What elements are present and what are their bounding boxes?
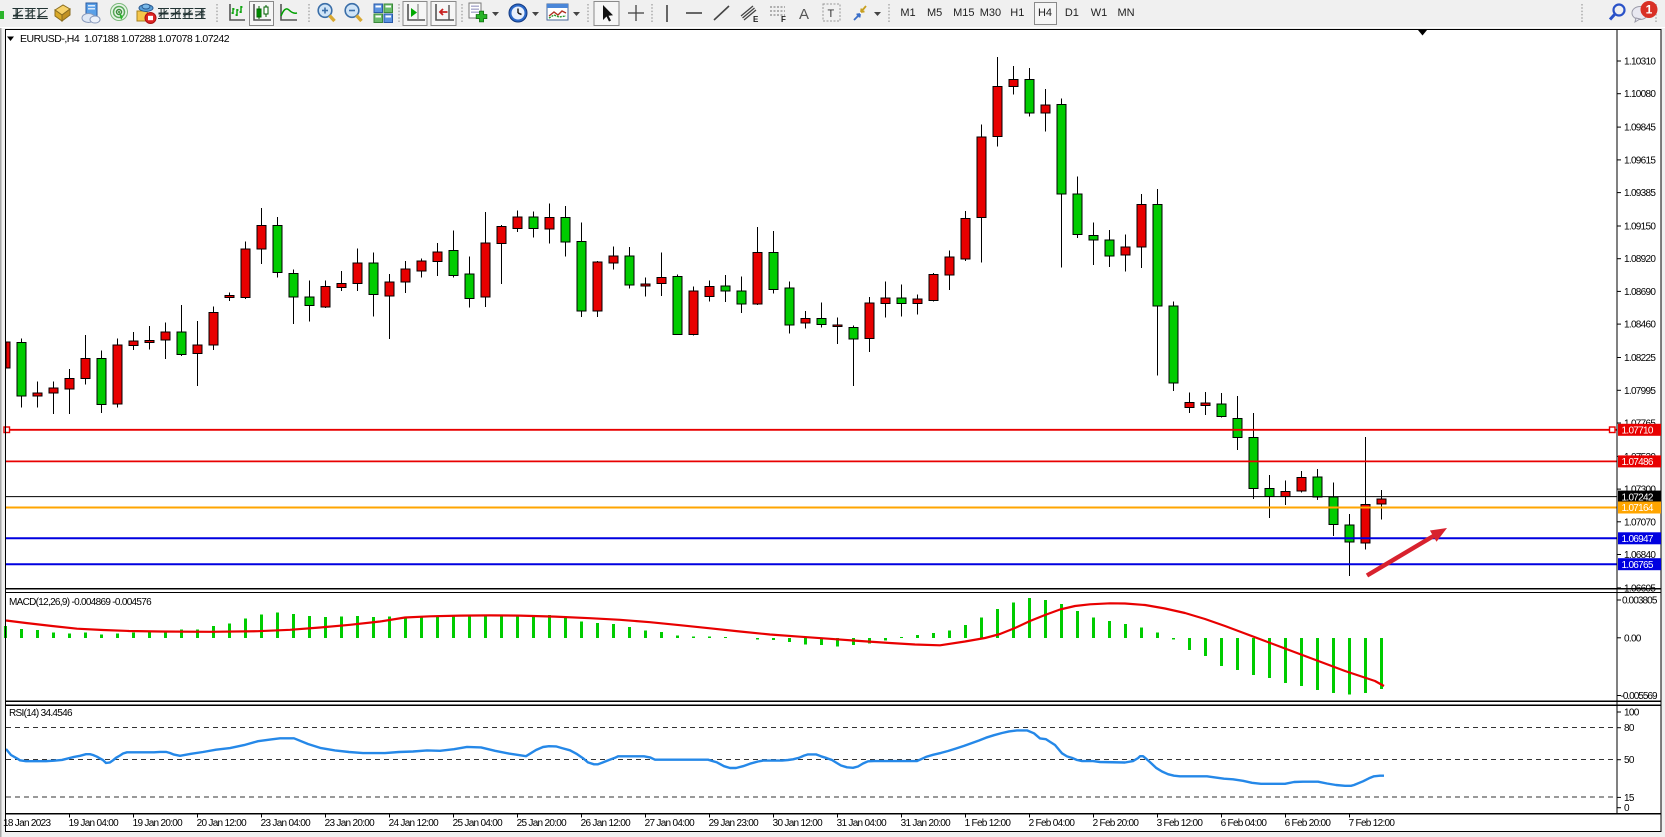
svg-text:20 Jan 12:00: 20 Jan 12:00 [197, 818, 248, 829]
svg-text:EURUSD-,H4 1.07188 1.07288 1.: EURUSD-,H4 1.07188 1.07288 1.07078 1.072… [20, 33, 230, 45]
svg-text:30 Jan 12:00: 30 Jan 12:00 [773, 818, 824, 829]
svg-text:1.08225: 1.08225 [1624, 353, 1656, 364]
svg-text:6 Feb 20:00: 6 Feb 20:00 [1285, 818, 1332, 829]
svg-text:25 Jan 20:00: 25 Jan 20:00 [517, 818, 568, 829]
svg-text:15: 15 [1624, 793, 1635, 804]
svg-text:1 Feb 12:00: 1 Feb 12:00 [965, 818, 1012, 829]
svg-text:1.08460: 1.08460 [1624, 320, 1656, 331]
svg-text:23 Jan 04:00: 23 Jan 04:00 [261, 818, 312, 829]
svg-text:1.08690: 1.08690 [1624, 287, 1656, 298]
svg-text:2 Feb 20:00: 2 Feb 20:00 [1093, 818, 1140, 829]
svg-text:18 Jan 2023: 18 Jan 2023 [3, 818, 51, 829]
svg-text:1.09615: 1.09615 [1624, 155, 1656, 166]
svg-text:1: 1 [1646, 3, 1653, 17]
svg-text:27 Jan 04:00: 27 Jan 04:00 [645, 818, 696, 829]
svg-text:1.07164: 1.07164 [1622, 503, 1654, 514]
svg-text:50: 50 [1624, 755, 1635, 766]
svg-text:2 Feb 04:00: 2 Feb 04:00 [1029, 818, 1076, 829]
svg-text:80: 80 [1624, 723, 1635, 734]
svg-text:0.00: 0.00 [1624, 633, 1642, 644]
svg-text:1.07242: 1.07242 [1622, 492, 1654, 503]
svg-text:1.10080: 1.10080 [1624, 89, 1656, 100]
svg-text:31 Jan 04:00: 31 Jan 04:00 [837, 818, 888, 829]
svg-text:E: E [753, 15, 759, 24]
svg-text:1.07486: 1.07486 [1622, 457, 1654, 468]
svg-text:23 Jan 20:00: 23 Jan 20:00 [325, 818, 376, 829]
svg-text:1.07710: 1.07710 [1622, 426, 1654, 437]
svg-text:1.07995: 1.07995 [1624, 386, 1656, 397]
svg-text:1.09845: 1.09845 [1624, 123, 1656, 134]
svg-text:0: 0 [1624, 803, 1630, 814]
svg-text:25 Jan 04:00: 25 Jan 04:00 [453, 818, 504, 829]
svg-text:24 Jan 12:00: 24 Jan 12:00 [389, 818, 440, 829]
svg-text:3 Feb 12:00: 3 Feb 12:00 [1157, 818, 1204, 829]
svg-text:29 Jan 23:00: 29 Jan 23:00 [709, 818, 760, 829]
svg-text:MACD(12,26,9) -0.004869 -0.004: MACD(12,26,9) -0.004869 -0.004576 [9, 597, 152, 608]
svg-text:F: F [781, 15, 786, 24]
svg-text:1.09150: 1.09150 [1624, 222, 1656, 233]
svg-text:6 Feb 04:00: 6 Feb 04:00 [1221, 818, 1268, 829]
svg-text:0.003805: 0.003805 [1622, 596, 1658, 607]
svg-text:1.09385: 1.09385 [1624, 188, 1656, 199]
svg-text:1.07070: 1.07070 [1624, 517, 1656, 528]
svg-text:-0.005569: -0.005569 [1621, 691, 1658, 702]
svg-text:T: T [828, 8, 835, 20]
svg-text:1.07300: 1.07300 [1624, 485, 1656, 496]
svg-text:RSI(14) 34.4546: RSI(14) 34.4546 [9, 708, 73, 719]
svg-text:100: 100 [1624, 708, 1640, 719]
svg-text:19 Jan 04:00: 19 Jan 04:00 [69, 818, 120, 829]
svg-text:7 Feb 12:00: 7 Feb 12:00 [1349, 818, 1396, 829]
svg-text:19 Jan 20:00: 19 Jan 20:00 [133, 818, 184, 829]
svg-text:1.06947: 1.06947 [1622, 534, 1654, 545]
svg-text:31 Jan 20:00: 31 Jan 20:00 [901, 818, 952, 829]
svg-text:1.06840: 1.06840 [1624, 550, 1656, 561]
svg-text:26 Jan 12:00: 26 Jan 12:00 [581, 818, 632, 829]
svg-text:A: A [799, 6, 809, 23]
svg-text:1.10310: 1.10310 [1624, 57, 1656, 68]
svg-text:1.06765: 1.06765 [1622, 560, 1654, 571]
svg-text:1.08920: 1.08920 [1624, 254, 1656, 265]
